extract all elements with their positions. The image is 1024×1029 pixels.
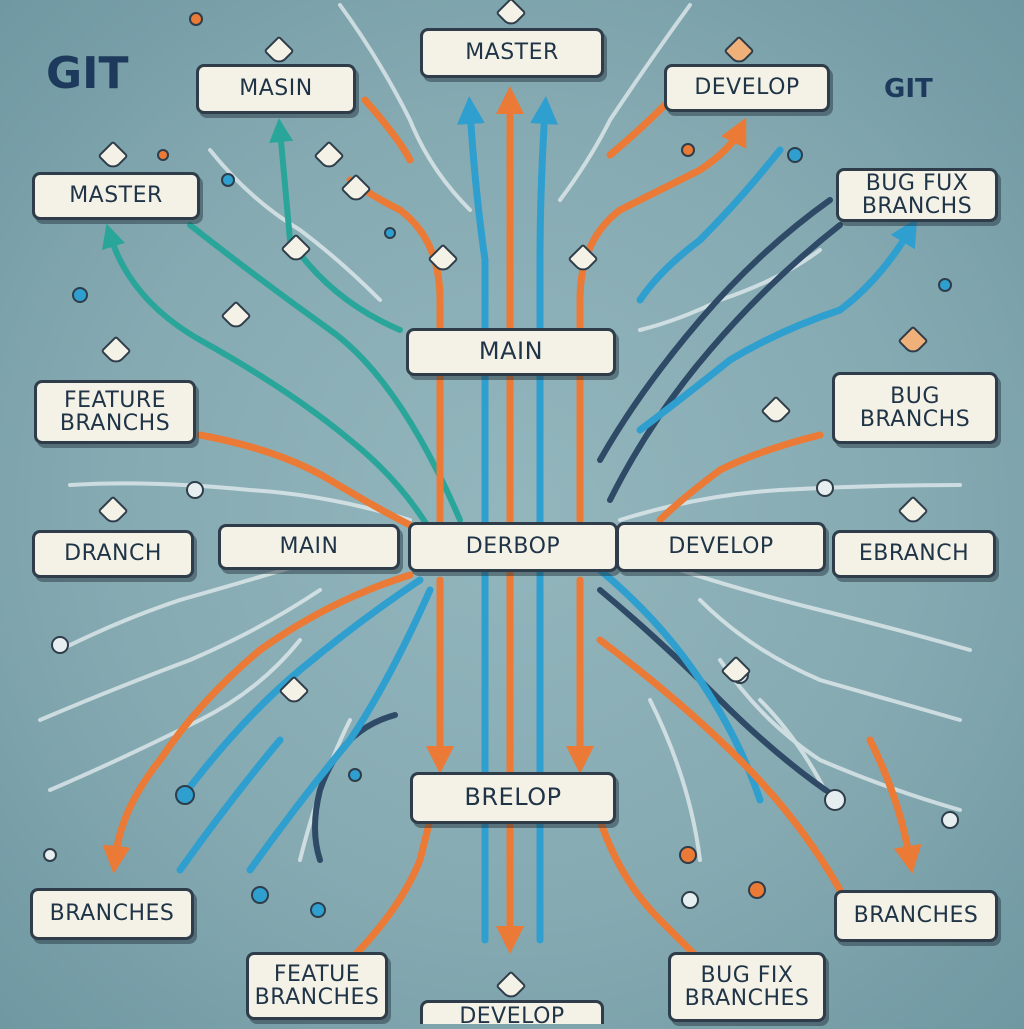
node-masin: MASIN: [196, 64, 356, 114]
git-title-left: GIT: [46, 48, 129, 99]
blue-branch-strokes: [176, 96, 918, 944]
navy-branch-strokes: [312, 197, 843, 863]
node-bug-branchs: BUG BRANCHS: [832, 372, 998, 444]
node-develop-bottom: DEVELOP: [420, 1000, 604, 1028]
node-develop-mid: DEVELOP: [616, 522, 826, 572]
node-dranch: DRANCH: [32, 530, 194, 578]
node-develop-top: DEVELOP: [664, 64, 830, 112]
node-main-mid: MAIN: [218, 524, 400, 570]
node-main-center: MAIN: [406, 328, 616, 376]
node-branches-left: BRANCHES: [30, 888, 194, 940]
node-ebranch: EBRANCH: [832, 530, 996, 578]
node-branches-right: BRANCHES: [834, 890, 998, 942]
node-derbop: DERBOP: [408, 522, 618, 572]
git-title-right: GIT: [884, 74, 933, 104]
node-master-top: MASTER: [420, 28, 604, 78]
branch-end-dots: [43, 12, 959, 918]
node-brelop: BRELOP: [410, 772, 616, 824]
node-bug-fix-branches: BUG FIX BRANCHES: [668, 952, 826, 1022]
node-master-left: MASTER: [32, 172, 200, 220]
node-bug-fux-branchs: BUG FUX BRANCHS: [836, 168, 998, 222]
node-featue-branches: FEATUE BRANCHES: [246, 952, 388, 1020]
node-feature-branchs: FEATURE BRANCHS: [34, 380, 196, 444]
